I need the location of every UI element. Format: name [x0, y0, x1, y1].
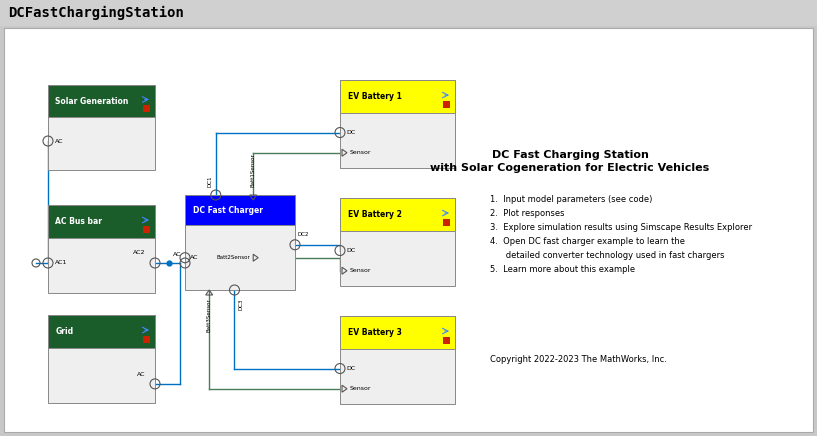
Text: Batt1Sensor: Batt1Sensor	[251, 153, 256, 187]
Text: 4.  Open DC fast charger example to learn the: 4. Open DC fast charger example to learn…	[490, 237, 685, 246]
Text: EV Battery 3: EV Battery 3	[348, 328, 402, 337]
Bar	[48, 205, 155, 238]
Bar	[48, 315, 155, 403]
Text: 1.  Input model parameters (see code): 1. Input model parameters (see code)	[490, 195, 653, 204]
Bar	[0, 0, 817, 26]
Text: Sensor: Sensor	[350, 268, 372, 273]
Text: Sensor: Sensor	[350, 150, 372, 155]
Bar	[143, 336, 150, 343]
Bar	[340, 198, 455, 232]
Text: AC: AC	[190, 255, 199, 260]
Bar	[443, 337, 450, 344]
Text: DC1: DC1	[208, 176, 212, 187]
Bar	[340, 316, 455, 349]
Text: DC Fast Charger: DC Fast Charger	[193, 206, 263, 215]
Text: Solar Generation: Solar Generation	[56, 97, 129, 106]
Text: Batt3Sensor: Batt3Sensor	[207, 298, 212, 332]
Text: 3.  Explore simulation results using Simscape Results Explorer: 3. Explore simulation results using Sims…	[490, 223, 752, 232]
Text: Batt2Sensor: Batt2Sensor	[217, 255, 250, 260]
Text: AC Bus bar: AC Bus bar	[56, 217, 102, 226]
Text: with Solar Cogeneration for Electric Vehicles: with Solar Cogeneration for Electric Veh…	[431, 163, 710, 173]
Bar	[48, 205, 155, 293]
Text: detailed converter technology used in fast chargers: detailed converter technology used in fa…	[490, 251, 725, 260]
Bar	[340, 80, 455, 168]
Text: AC2: AC2	[133, 251, 145, 255]
Bar	[185, 195, 295, 290]
Text: AC: AC	[137, 372, 145, 378]
Text: DC: DC	[346, 366, 355, 371]
Text: Copyright 2022-2023 The MathWorks, Inc.: Copyright 2022-2023 The MathWorks, Inc.	[490, 355, 667, 364]
Bar	[443, 219, 450, 226]
Text: DCFastChargingStation: DCFastChargingStation	[8, 6, 184, 20]
Text: DC3: DC3	[239, 298, 243, 310]
Text: 2.  Plot responses: 2. Plot responses	[490, 209, 565, 218]
Bar	[443, 101, 450, 108]
Bar	[48, 85, 155, 170]
Bar	[48, 85, 155, 117]
Text: EV Battery 2: EV Battery 2	[348, 210, 402, 219]
Text: AC: AC	[55, 139, 64, 143]
Text: Grid: Grid	[56, 327, 74, 336]
Bar	[185, 195, 295, 225]
Text: AC1: AC1	[55, 260, 67, 266]
Text: DC: DC	[346, 130, 355, 135]
Text: 5.  Learn more about this example: 5. Learn more about this example	[490, 265, 635, 274]
Bar	[340, 80, 455, 113]
Bar	[340, 198, 455, 286]
Bar	[143, 226, 150, 233]
Text: EV Battery 1: EV Battery 1	[348, 92, 402, 101]
Text: AC: AC	[173, 252, 181, 258]
Bar	[48, 315, 155, 348]
Text: DC Fast Charging Station: DC Fast Charging Station	[492, 150, 649, 160]
Bar	[340, 316, 455, 404]
Text: DC2: DC2	[298, 232, 310, 237]
Text: Sensor: Sensor	[350, 386, 372, 391]
Bar	[143, 105, 150, 112]
Text: DC: DC	[346, 248, 355, 253]
